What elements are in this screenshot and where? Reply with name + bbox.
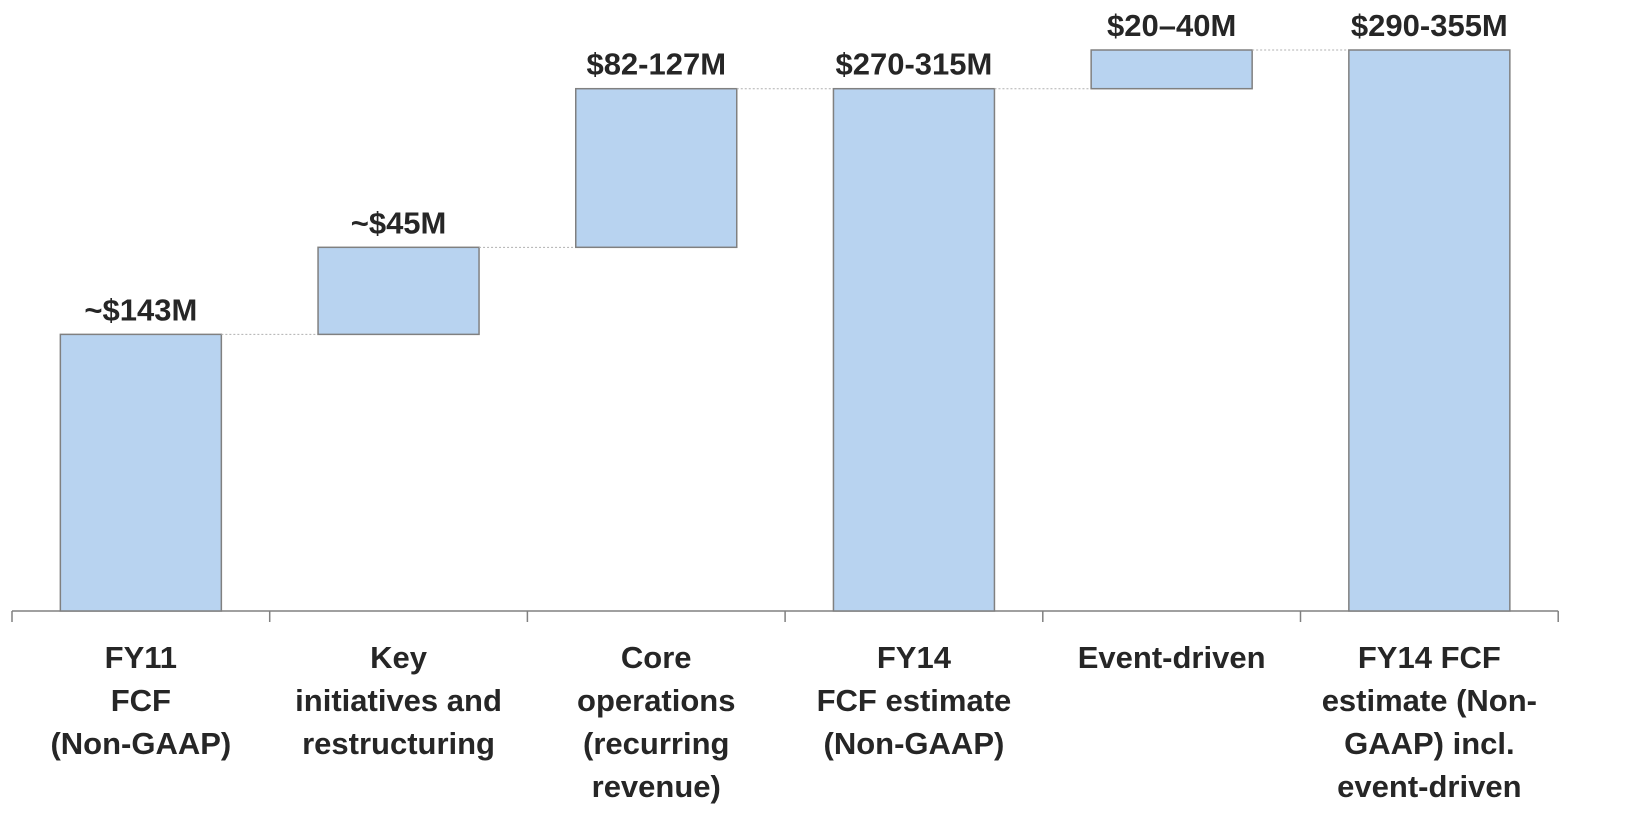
value-label: ~$45M bbox=[351, 205, 447, 240]
x-tick-label: Core operations (recurring revenue) bbox=[577, 640, 736, 804]
bar bbox=[832, 87, 996, 612]
x-tick-label: Key initiatives and restructuring bbox=[295, 640, 502, 761]
value-label: $82-127M bbox=[586, 47, 726, 82]
x-tick-label: FY11 FCF (Non-GAAP) bbox=[50, 640, 232, 761]
bar bbox=[59, 333, 223, 612]
x-tick-label: FY14 FCF estimate (Non-GAAP) bbox=[816, 640, 1012, 761]
x-tick-label: Event-driven bbox=[1077, 640, 1266, 675]
value-label: $270-315M bbox=[836, 47, 993, 82]
bar bbox=[1090, 49, 1253, 90]
value-label: $290-355M bbox=[1351, 8, 1508, 43]
bar bbox=[1348, 49, 1511, 612]
value-label: $20–40M bbox=[1107, 8, 1236, 43]
bar bbox=[317, 246, 480, 336]
value-label: ~$143M bbox=[84, 292, 197, 327]
x-tick-label: FY14 FCF estimate (Non- GAAP) incl. even… bbox=[1321, 640, 1537, 804]
bar bbox=[575, 87, 738, 249]
